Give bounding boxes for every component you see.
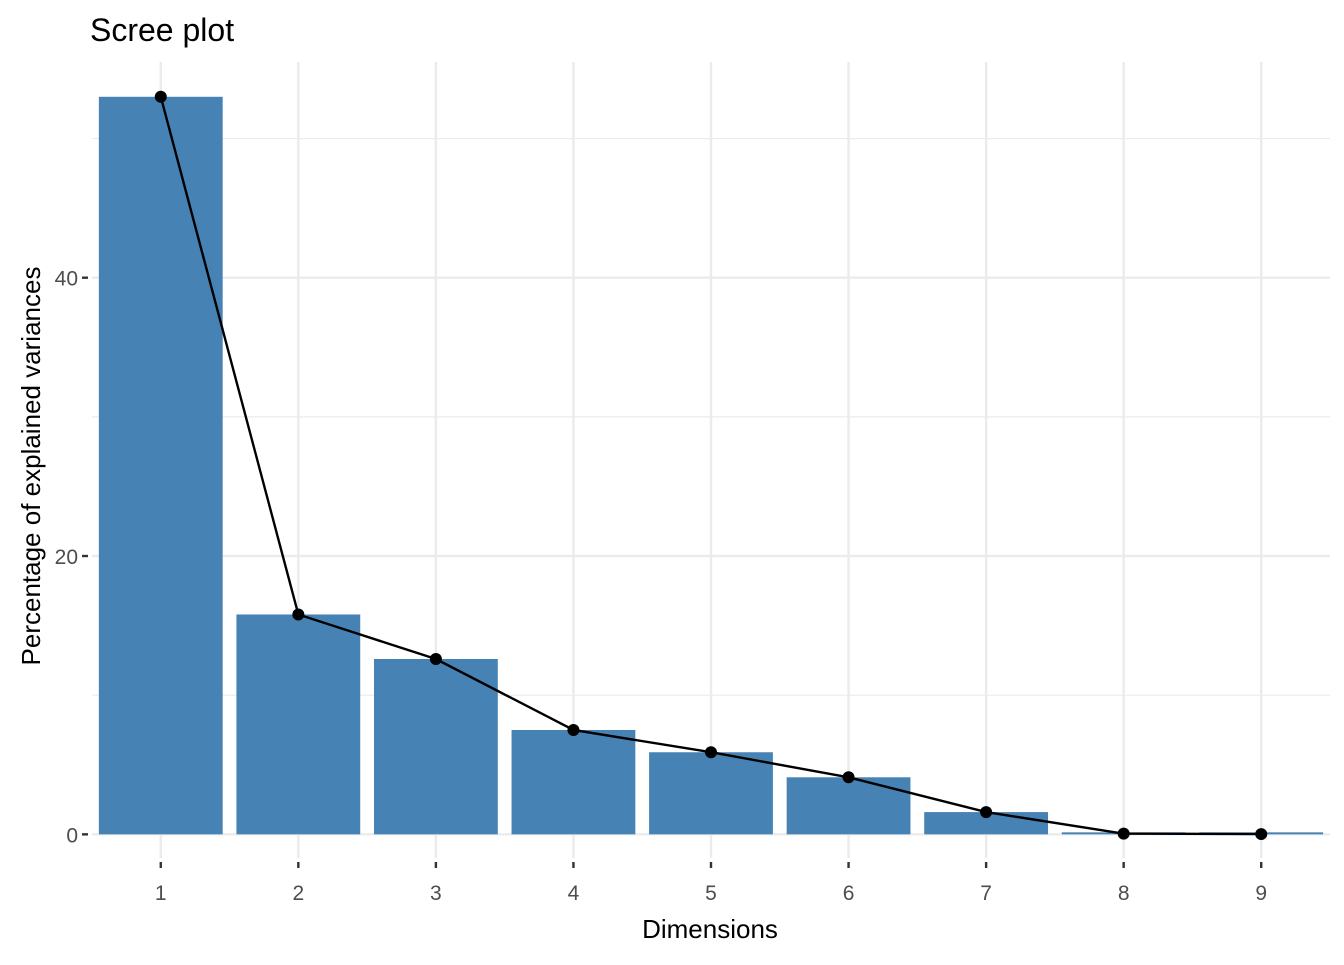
bar bbox=[511, 729, 636, 835]
y-tick-label: 0 bbox=[66, 824, 78, 847]
x-axis-label: Dimensions bbox=[642, 914, 778, 944]
x-tick-label: 3 bbox=[430, 882, 442, 905]
data-point bbox=[842, 771, 855, 784]
bar bbox=[236, 614, 361, 835]
x-tick-label: 4 bbox=[568, 882, 580, 905]
data-point bbox=[1255, 828, 1268, 841]
y-tick-label: 40 bbox=[55, 268, 78, 291]
bar bbox=[649, 752, 773, 835]
data-point bbox=[292, 608, 305, 621]
x-tick-label: 2 bbox=[292, 882, 304, 905]
bar bbox=[98, 96, 223, 835]
grid-lines bbox=[92, 62, 1330, 858]
y-tick-label: 20 bbox=[55, 546, 78, 569]
line-series bbox=[154, 90, 1268, 841]
data-point bbox=[1117, 827, 1130, 840]
data-point bbox=[705, 746, 717, 759]
x-tick-label: 7 bbox=[980, 882, 992, 905]
x-tick-label: 9 bbox=[1255, 882, 1267, 905]
data-point bbox=[154, 90, 167, 103]
x-tick-label: 6 bbox=[843, 882, 855, 905]
axes: 0 20 40 1 2 3 4 5 6 7 8 9 bbox=[55, 268, 1267, 905]
data-point bbox=[429, 653, 442, 665]
data-point bbox=[567, 723, 580, 736]
y-axis-label: Percentage of explained variances bbox=[16, 267, 46, 666]
x-tick-label: 1 bbox=[155, 882, 167, 905]
chart-title: Scree plot bbox=[90, 12, 234, 48]
data-point bbox=[980, 806, 993, 819]
bar bbox=[786, 777, 911, 835]
bar-series bbox=[98, 96, 1324, 835]
x-tick-label: 5 bbox=[705, 882, 717, 905]
bar bbox=[373, 659, 498, 835]
x-tick-label: 8 bbox=[1118, 882, 1130, 905]
